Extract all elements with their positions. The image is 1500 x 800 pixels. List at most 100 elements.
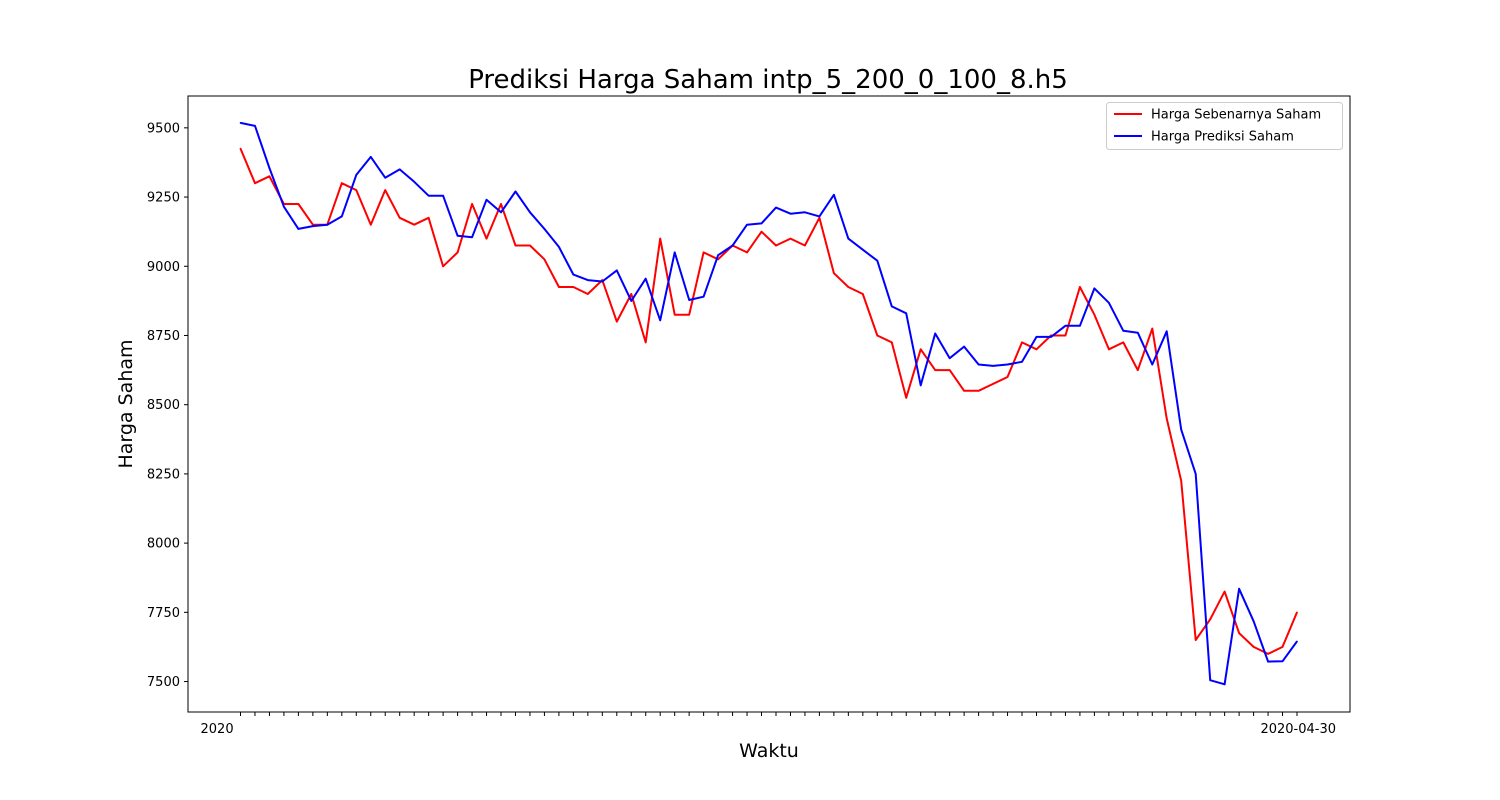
series-2-point [239, 122, 242, 124]
series-1-point [775, 244, 777, 247]
plot-area: 7500 7750 8000 8250 8500 8750 9000 9250 9500 2020… [147, 95, 1351, 737]
series-2-point [1281, 660, 1284, 663]
series-1-point [890, 341, 893, 344]
series-2-point [847, 237, 850, 240]
series-2-point [312, 225, 314, 227]
series-2-point [601, 280, 604, 283]
series-1-point [442, 265, 444, 268]
legend-label-1: Harga Sebenarnya Saham [1151, 108, 1321, 123]
series-1-point [427, 217, 430, 219]
series-1-point [1079, 286, 1081, 288]
series-1-point [804, 244, 806, 247]
y-tick-label: 8000 [147, 537, 180, 552]
series-2-point [456, 235, 459, 237]
series-1-point [1165, 417, 1168, 420]
series-1-point [1238, 632, 1240, 634]
series-1-point [1209, 618, 1211, 621]
series-2-point [500, 211, 502, 214]
y-tick-label: 8250 [147, 467, 180, 482]
series-2-point [1137, 331, 1139, 334]
x-tick-label-last: 2020-04-30 [1260, 722, 1336, 737]
series-1-point [789, 237, 792, 240]
series-2-point [876, 259, 879, 262]
series-1-point [673, 313, 676, 316]
series-2-point [1122, 329, 1125, 332]
series-2-point [341, 215, 343, 218]
series-2-point [1050, 336, 1052, 338]
series-2-point [804, 211, 806, 214]
chart-title: Prediksi Harga Saham intp_5_200_0_100_8.… [468, 65, 1068, 95]
series-2-point [268, 167, 271, 169]
series-1-point [977, 390, 980, 392]
series-2-point [529, 211, 531, 214]
series-2-point [702, 295, 705, 298]
series-2-point [948, 357, 951, 359]
series-1-point [833, 272, 835, 274]
series-1-point [543, 258, 546, 261]
series-1-point [413, 223, 415, 226]
legend-box [1106, 102, 1343, 150]
series-1-point [297, 203, 300, 205]
series-2-point [644, 277, 647, 280]
series-1-point [934, 369, 936, 371]
series-1-point [1281, 646, 1284, 648]
x-tick-label-first: 2020 [201, 722, 234, 737]
y-tick-label: 8750 [147, 329, 180, 344]
y-tick-label: 7750 [147, 606, 180, 621]
series-1-point [1108, 348, 1110, 351]
series-2-point [398, 168, 401, 171]
series-2-point [558, 246, 560, 248]
y-tick-label: 8500 [147, 398, 180, 413]
series-1-point [1137, 369, 1139, 371]
series-1-point [341, 182, 343, 185]
series-1-point [963, 390, 965, 392]
series-2-point [1151, 363, 1154, 366]
series-2-point [731, 244, 734, 247]
series-2-point [775, 206, 777, 209]
series-2-point [355, 174, 358, 176]
series-1-point [659, 237, 662, 240]
y-axis-label: Harga Saham [115, 339, 137, 468]
series-2-point [963, 345, 965, 348]
series-1-point [615, 320, 618, 323]
series-2-point [1252, 620, 1255, 622]
series-2-point [1108, 302, 1110, 304]
series-2-point [919, 384, 922, 387]
series-2-point [673, 251, 676, 254]
series-1-point [355, 189, 358, 191]
series-2-point [514, 190, 517, 193]
series-1-point [254, 182, 256, 185]
series-1-point [268, 175, 271, 178]
series-1-point [746, 251, 748, 254]
y-tick-label: 9250 [147, 191, 180, 206]
series-1-point [1035, 348, 1038, 351]
series-1-point [587, 293, 589, 295]
series-1-point [1194, 639, 1197, 641]
series-1-point [529, 244, 531, 247]
series-1-point [1267, 653, 1269, 655]
series-2-point [254, 125, 256, 127]
series-2-point [1238, 588, 1240, 590]
series-2-point [992, 365, 994, 367]
series-2-point [485, 199, 488, 201]
series-2-point [442, 194, 444, 197]
series-2-point [326, 223, 329, 226]
x-axis-label: Waktu [739, 740, 799, 762]
series-2-point [413, 181, 415, 183]
series-2-point [934, 332, 936, 335]
series-1-point [514, 244, 517, 247]
series-2-point [1296, 640, 1298, 643]
series-2-point [659, 319, 662, 322]
series-1-point [630, 293, 633, 295]
series-1-point [369, 223, 372, 226]
series-1-point [862, 293, 864, 295]
series-2-point [890, 305, 893, 308]
series-2-point [1079, 324, 1081, 327]
series-2-point [862, 248, 864, 251]
series-1-point [1122, 341, 1125, 344]
series-2-point [977, 363, 980, 366]
series-1-point [1093, 313, 1096, 316]
series-2-point [297, 228, 300, 230]
series-1-point [1223, 590, 1226, 593]
